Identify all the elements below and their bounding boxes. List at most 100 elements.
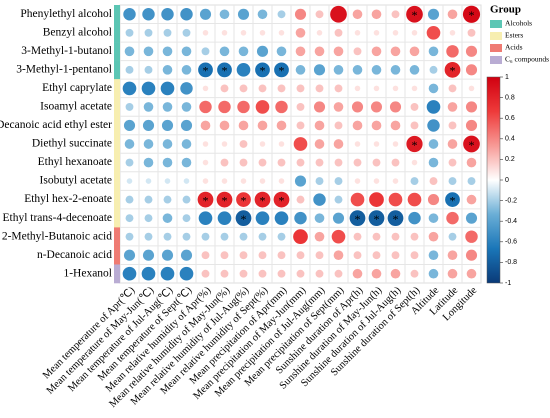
correlation-circle bbox=[465, 64, 478, 76]
correlation-circle bbox=[392, 30, 399, 36]
correlation-circle bbox=[142, 249, 155, 261]
significance-star: * bbox=[355, 212, 361, 226]
correlation-circle bbox=[240, 30, 247, 36]
correlation-circle bbox=[239, 140, 248, 148]
correlation-circle bbox=[334, 121, 343, 130]
correlation-circle bbox=[219, 120, 230, 131]
significance-star: * bbox=[203, 64, 209, 78]
correlation-circle bbox=[258, 84, 267, 93]
colorbar-tick-label: -0.2 bbox=[505, 197, 517, 204]
correlation-circle bbox=[332, 212, 345, 224]
correlation-circle bbox=[388, 192, 403, 207]
correlation-circle bbox=[465, 212, 478, 224]
correlation-circle bbox=[316, 30, 323, 36]
correlation-circle bbox=[144, 232, 153, 241]
correlation-circle bbox=[278, 30, 285, 36]
correlation-circle bbox=[164, 178, 171, 184]
significance-star: * bbox=[450, 193, 456, 207]
correlation-circle bbox=[201, 232, 210, 241]
correlation-circle bbox=[179, 266, 194, 281]
significance-star: * bbox=[203, 193, 209, 207]
significance-star: * bbox=[412, 8, 418, 22]
row-label: Diethyl succinate bbox=[32, 138, 112, 150]
row-label: Ethyl hexanoate bbox=[38, 156, 112, 168]
correlation-circle bbox=[296, 269, 305, 278]
correlation-circle bbox=[143, 102, 154, 112]
correlation-circle bbox=[463, 135, 480, 153]
correlation-circle bbox=[353, 251, 362, 260]
correlation-circle bbox=[465, 119, 478, 132]
correlation-circle bbox=[273, 191, 290, 208]
correlation-circle bbox=[220, 84, 229, 93]
correlation-circle bbox=[315, 269, 324, 278]
correlation-circle bbox=[331, 229, 346, 244]
correlation-circle bbox=[445, 192, 460, 207]
correlation-circle bbox=[276, 46, 287, 57]
correlation-circle bbox=[313, 193, 326, 206]
correlation-circle bbox=[202, 178, 209, 184]
correlation-circle bbox=[429, 177, 438, 186]
correlation-circle bbox=[201, 47, 210, 56]
correlation-circle bbox=[161, 8, 174, 21]
correlation-circle bbox=[315, 84, 324, 93]
correlation-circle bbox=[352, 9, 363, 20]
correlation-circle bbox=[354, 85, 361, 92]
correlation-circle bbox=[371, 120, 382, 131]
correlation-circle bbox=[370, 101, 383, 113]
correlation-circle bbox=[467, 28, 476, 37]
correlation-circle bbox=[239, 269, 248, 278]
correlation-circle bbox=[274, 211, 289, 225]
correlation-circle bbox=[125, 158, 134, 167]
correlation-circle bbox=[277, 232, 286, 241]
correlation-circle bbox=[199, 8, 212, 20]
correlation-circle bbox=[258, 269, 267, 278]
correlation-circle bbox=[181, 139, 192, 149]
correlation-circle bbox=[181, 65, 192, 75]
legend-title: Group bbox=[490, 4, 521, 16]
significance-star: * bbox=[374, 212, 380, 226]
correlation-circle bbox=[428, 46, 439, 57]
row-label: 1-Hexanol bbox=[63, 267, 112, 279]
legend-swatch bbox=[490, 44, 502, 52]
legend-label: Esters bbox=[505, 31, 523, 40]
correlation-circle bbox=[334, 177, 343, 186]
correlation-circle bbox=[255, 211, 270, 225]
correlation-circle bbox=[390, 268, 401, 279]
correlation-circle bbox=[447, 268, 458, 279]
correlation-circle bbox=[408, 211, 421, 225]
row-label: Ethyl trans-4-decenoate bbox=[2, 212, 112, 224]
correlation-circle bbox=[258, 232, 267, 241]
correlation-circle bbox=[466, 194, 477, 205]
correlation-circle bbox=[465, 45, 478, 57]
correlation-circle bbox=[162, 157, 173, 168]
correlation-circle bbox=[221, 141, 228, 147]
correlation-circle bbox=[354, 178, 361, 184]
correlation-circle bbox=[163, 28, 172, 37]
correlation-circle bbox=[448, 232, 457, 241]
correlation-circle bbox=[162, 102, 173, 112]
correlation-circle bbox=[144, 28, 153, 37]
correlation-circle bbox=[198, 62, 213, 78]
correlation-circle bbox=[314, 120, 325, 131]
correlation-circle bbox=[141, 81, 156, 96]
correlation-circle bbox=[447, 139, 458, 149]
group-strip bbox=[114, 264, 120, 284]
correlation-circle bbox=[392, 141, 399, 147]
correlation-circle bbox=[410, 102, 419, 111]
correlation-circle bbox=[373, 141, 380, 147]
correlation-circle bbox=[239, 232, 248, 241]
correlation-circle bbox=[446, 211, 459, 225]
colorbar-tick-label: 0.6 bbox=[505, 115, 515, 122]
correlation-circle bbox=[162, 139, 173, 149]
correlation-circle bbox=[256, 45, 269, 57]
correlation-circle bbox=[296, 121, 305, 130]
significance-star: * bbox=[450, 64, 456, 78]
significance-star: * bbox=[222, 64, 228, 78]
correlation-circle bbox=[239, 251, 248, 260]
row-label: Isoamyl acetate bbox=[40, 101, 112, 113]
correlation-circle bbox=[333, 65, 344, 75]
correlation-circle bbox=[144, 195, 153, 204]
significance-star: * bbox=[412, 138, 418, 152]
correlation-circle bbox=[351, 101, 364, 113]
correlation-circle bbox=[349, 210, 366, 227]
